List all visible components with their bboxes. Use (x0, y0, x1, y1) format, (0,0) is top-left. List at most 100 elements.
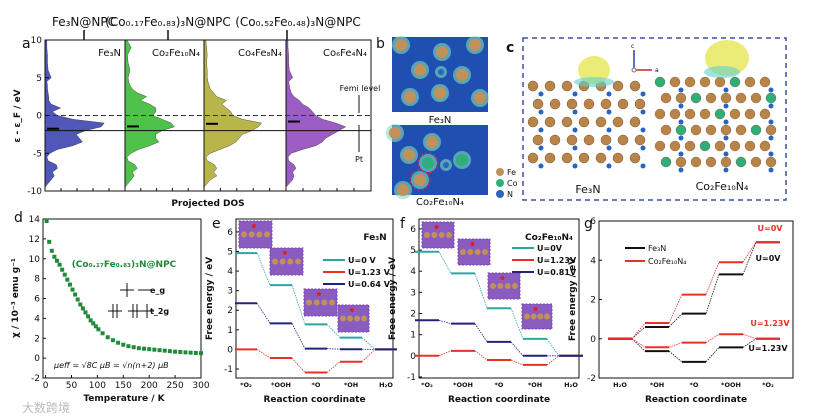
dos-area-2 (203, 39, 262, 188)
fermi-level-label: Femi level (340, 84, 381, 93)
x-tick-label: H₂O (564, 381, 578, 389)
atom-n (723, 135, 729, 141)
atom-fe (566, 98, 578, 110)
atom-fe (544, 80, 556, 92)
step-connector (291, 323, 306, 349)
y-tick-label: 4 (34, 314, 40, 324)
data-point (57, 262, 62, 267)
data-point (116, 340, 121, 345)
atom-fe (600, 134, 612, 146)
orbital-diagram (108, 283, 154, 318)
atom-fe (549, 98, 561, 110)
panel-letter-d: d (14, 210, 23, 226)
atom-n (606, 127, 612, 133)
atom-fe (395, 39, 407, 51)
dos-area-0 (44, 39, 105, 188)
atom-fe (329, 299, 335, 306)
atom-n (572, 109, 578, 115)
x-tick-label: *O₂ (762, 381, 774, 389)
axis-triad: c a (631, 43, 659, 74)
atom-fe (744, 76, 756, 88)
legend-label: U=1.23V (537, 256, 577, 265)
y-tick-label: 8 (34, 275, 40, 285)
atom-fe (684, 108, 696, 120)
atom-fe (750, 156, 762, 168)
plot-frame (235, 218, 394, 379)
x-tick-label: H₂O (613, 381, 627, 389)
step-connector (326, 361, 341, 373)
legend-label: U=0.64 V (348, 280, 391, 289)
step-connector (326, 324, 341, 338)
x-tick-label: *O (690, 381, 699, 389)
atom-fe (699, 76, 711, 88)
atom-fe (347, 315, 353, 322)
data-point (93, 324, 98, 329)
y-tick-label: 0 (590, 335, 596, 345)
data-point (60, 267, 65, 272)
data-point (142, 346, 147, 351)
atom-fe (617, 134, 629, 146)
plot-frame (42, 218, 202, 379)
atom-fe (321, 299, 328, 306)
y-tick-label: 0 (36, 112, 42, 122)
x-tick-label: 0 (43, 381, 49, 391)
x-axis-label: Reaction coordinate (645, 395, 747, 405)
step-connector (546, 355, 560, 366)
atom-fe (654, 108, 666, 120)
y-tick-label: 6 (34, 295, 40, 305)
x-tick-label: H₂O (379, 381, 393, 389)
atom-fe (583, 98, 595, 110)
legend-n: N (507, 190, 513, 199)
legend-co: Co (507, 179, 518, 188)
axis-c-label: c (631, 43, 634, 50)
x-tick-label: *O (495, 381, 504, 389)
y-tick-label: 0 (227, 345, 233, 355)
atom-fe (612, 116, 624, 128)
highlight-circle (417, 152, 439, 174)
atom-n (640, 145, 646, 151)
y-tick-label: 3 (227, 287, 233, 297)
atom-fe (595, 152, 607, 164)
x-tick-label: 300 (192, 381, 209, 391)
y-tick-label: 4 (227, 267, 233, 277)
data-point (131, 345, 136, 350)
atom-fe (306, 299, 312, 306)
atom-fe (490, 283, 496, 289)
atom-fe (675, 92, 687, 104)
atom-fe (544, 152, 556, 164)
y-axis-label-a: ε - ε_F / eV (13, 89, 23, 142)
watermark: 大数跨境 (22, 400, 70, 415)
y-tick-label: 10 (31, 36, 43, 46)
data-point (49, 248, 54, 253)
b-label-fe3n: Fe₃N (429, 115, 452, 126)
data-point (83, 310, 88, 315)
atom-n (768, 135, 774, 141)
step-connector (256, 252, 271, 286)
data-point (152, 347, 157, 352)
charge-density-isosurface (704, 66, 740, 78)
highlight-circle (409, 169, 431, 191)
atom-fe (660, 124, 672, 136)
element-legend: Fe Co N (496, 168, 518, 199)
c-label-co2fe10n4: Co₂Fe₁₀N₄ (696, 180, 749, 193)
atom-fe (446, 232, 452, 238)
top-label-co017: (Co₀.₁₇Fe₀.₈₃)₃N@NPC (105, 15, 231, 29)
step-connector (742, 333, 757, 340)
oxygen-atom (434, 225, 439, 229)
legend-fe-dot (496, 168, 504, 176)
atom-fe (735, 92, 747, 104)
atom-n (723, 151, 729, 157)
atom-fe (544, 313, 550, 320)
atom-n (538, 91, 544, 97)
dos-series-label: Co₄Fe₈N₄ (238, 48, 282, 59)
atom-co (750, 124, 762, 136)
atom-n (572, 163, 578, 169)
atom-fe (750, 92, 762, 104)
atom-fe (460, 249, 466, 255)
step-connector (361, 337, 376, 350)
atom-n (572, 145, 578, 151)
atom-fe (537, 313, 544, 320)
data-point (199, 351, 203, 356)
step-connector (631, 338, 646, 348)
atom-co (765, 92, 777, 104)
